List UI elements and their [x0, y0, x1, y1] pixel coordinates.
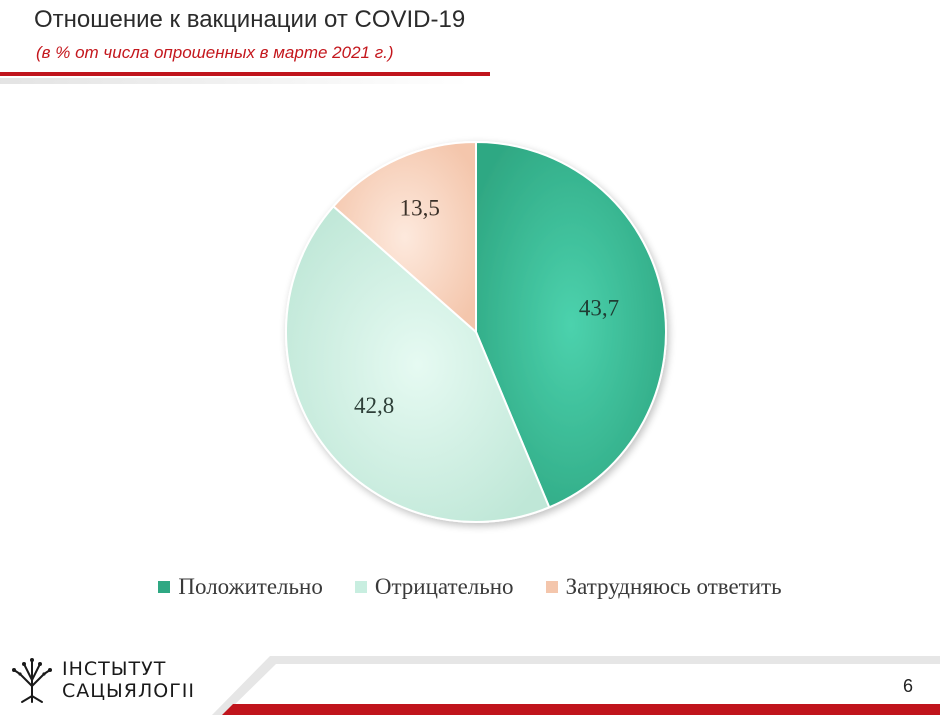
legend-item-undecided: Затрудняюсь ответить: [545, 574, 782, 600]
legend-swatch-positive: [158, 581, 171, 593]
legend-swatch-negative: [354, 581, 367, 593]
legend-label-negative: Отрицательно: [374, 574, 514, 599]
legend-item-negative: Отрицательно: [354, 574, 514, 600]
tree-logo-icon: [12, 658, 52, 703]
logo-line-2: САЦЫЯЛОГІІ: [62, 680, 196, 702]
pie-data-label-undecided: 13,5: [400, 195, 440, 220]
institute-logo: ІНСТЫТУТ САЦЫЯЛОГІІ: [10, 656, 195, 704]
pie-slice-negative: [285, 204, 551, 523]
pie-data-label-positive: 43,7: [579, 295, 619, 320]
legend-label-positive: Положительно: [178, 574, 323, 599]
legend-swatch-undecided: [545, 581, 558, 593]
pie-slice-undecided: [332, 140, 477, 335]
page-subtitle: (в % от числа опрошенных в марте 2021 г.…: [36, 43, 394, 62]
page-number: 6: [903, 676, 914, 696]
pie-data-label-negative: 42,8: [354, 393, 394, 418]
legend-item-positive: Положительно: [158, 574, 323, 600]
header-rule-shadow: [0, 78, 470, 84]
header-rule: [0, 72, 490, 76]
chart-legend: Положительно Отрицательно Затрудняюсь от…: [0, 574, 940, 600]
page-title: Отношение к вакцинации от COVID-19: [34, 6, 466, 33]
pie-slice-positive: [475, 140, 667, 509]
legend-label-undecided: Затрудняюсь ответить: [565, 574, 782, 599]
logo-line-1: ІНСТЫТУТ: [62, 658, 167, 680]
